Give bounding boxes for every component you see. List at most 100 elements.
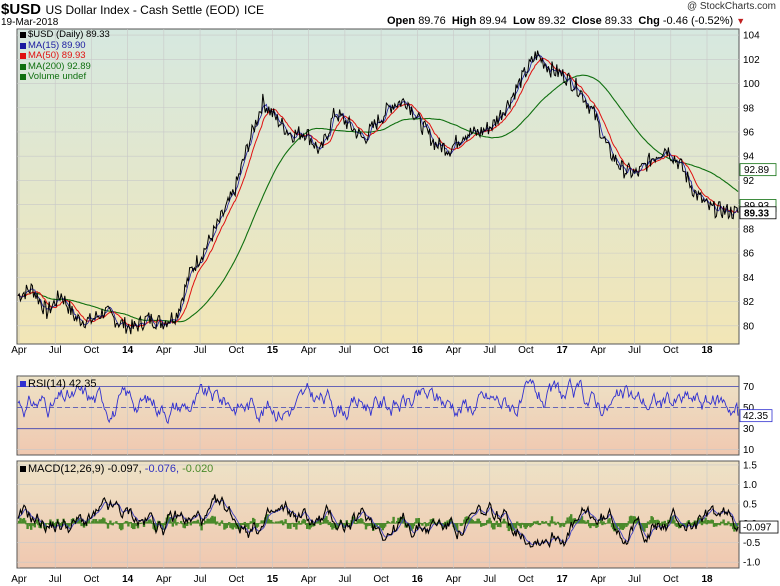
- macd-histogram-bar: [183, 523, 186, 529]
- x-tick-label: Oct: [518, 345, 534, 356]
- macd-histogram-bar: [60, 523, 63, 526]
- y-tick-label: 70: [743, 382, 755, 393]
- macd-histogram-bar: [505, 522, 508, 524]
- x-tick-label: Jul: [628, 574, 641, 585]
- close-value: 89.33: [604, 15, 633, 27]
- macd-histogram-bar: [174, 518, 177, 524]
- macd-histogram-bar: [24, 520, 27, 524]
- macd-histogram-bar: [478, 520, 482, 524]
- legend-ma50: MA(50) 89.93: [20, 50, 110, 62]
- x-tick-label: Oct: [228, 345, 244, 356]
- price-tag-label: 89.33: [744, 208, 769, 219]
- macd-histogram-bar: [121, 523, 124, 530]
- macd-histogram-bar: [450, 518, 453, 524]
- macd-histogram-bar: [80, 523, 83, 527]
- macd-histogram-bar: [163, 523, 166, 526]
- macd-histogram-bar: [418, 522, 422, 524]
- macd-histogram-bar: [566, 517, 569, 524]
- macd-histogram-bar: [150, 520, 153, 524]
- macd-histogram-bar: [180, 520, 183, 524]
- macd-histogram-bar: [128, 522, 131, 524]
- macd-histogram-bar: [171, 523, 174, 527]
- macd-histogram-bar: [626, 523, 629, 526]
- macd-histogram-bar: [315, 520, 318, 524]
- macd-histogram-bar: [664, 523, 668, 527]
- price-tag: [739, 163, 777, 177]
- macd-histogram-bar: [699, 520, 702, 524]
- macd-histogram-bar: [723, 523, 726, 526]
- macd-histogram-bar: [325, 516, 328, 524]
- open-value: 89.76: [418, 15, 446, 27]
- macd-histogram-bar: [476, 518, 479, 524]
- low-value: 89.32: [538, 15, 566, 27]
- macd-histogram-bar: [282, 523, 285, 526]
- macd-histogram-bar: [92, 518, 95, 524]
- x-tick-label: Jul: [194, 345, 207, 356]
- macd-histogram-bar: [326, 519, 329, 524]
- macd-histogram-bar: [254, 523, 257, 525]
- macd-histogram-bar: [186, 523, 189, 527]
- macd-histogram-bar: [691, 523, 694, 526]
- y-tick-label: 0.5: [743, 499, 757, 510]
- macd-histogram-bar: [494, 523, 497, 525]
- macd-histogram-bar: [372, 523, 375, 531]
- macd-histogram-bar: [488, 517, 491, 524]
- legend-swatch: [20, 63, 26, 70]
- y-tick-label: 98: [743, 103, 755, 114]
- macd-histogram-bar: [291, 522, 294, 524]
- macd-histogram-bar: [176, 522, 179, 524]
- macd-histogram-bar: [355, 523, 358, 525]
- macd-signal-line: [17, 499, 739, 546]
- x-tick-label: Jul: [483, 574, 496, 585]
- macd-histogram-bar: [645, 523, 648, 529]
- macd-histogram-bar: [249, 521, 252, 524]
- macd-histogram-bar: [19, 517, 22, 524]
- exchange: ICE: [243, 3, 264, 17]
- macd-histogram-bar: [109, 520, 112, 524]
- x-tick-label: 18: [701, 574, 713, 585]
- price-line: [17, 50, 739, 335]
- rsi-panel: [16, 375, 740, 456]
- macd-tag: [739, 520, 779, 534]
- macd-histogram-bar: [442, 523, 446, 526]
- legend-swatch: [20, 42, 26, 49]
- price-tag-label: 92.89: [744, 165, 769, 176]
- macd-histogram-bar: [79, 520, 82, 524]
- macd-histogram-bar: [602, 521, 605, 524]
- x-tick-label: Jul: [628, 345, 641, 356]
- x-tick-label: 15: [267, 574, 279, 585]
- macd-histogram-bar: [346, 523, 350, 525]
- macd-histogram-bar: [735, 523, 738, 530]
- macd-histogram-bar: [243, 521, 246, 524]
- macd-histogram-bar: [314, 521, 317, 524]
- macd-histogram-bar: [154, 523, 158, 532]
- high-value: 89.94: [479, 15, 507, 27]
- macd-histogram-bar: [516, 521, 519, 524]
- macd-histogram-bar: [26, 523, 29, 530]
- macd-histogram-bar: [432, 518, 435, 524]
- x-tick-label: 14: [122, 345, 134, 356]
- macd-histogram-bar: [129, 521, 132, 524]
- x-tick-label: 16: [412, 574, 424, 585]
- x-tick-label: Jul: [194, 574, 207, 585]
- macd-histogram-bar: [296, 523, 299, 525]
- y-tick-label: 1.5: [743, 460, 757, 471]
- x-tick-label: Jul: [483, 345, 496, 356]
- macd-histogram-bar: [544, 521, 548, 524]
- macd-histogram-bar: [520, 522, 524, 524]
- macd-histogram-bar: [700, 523, 704, 526]
- macd-histogram-bar: [309, 523, 312, 528]
- macd-histogram-bar: [289, 523, 292, 529]
- macd-histogram-bar: [33, 523, 36, 528]
- instrument-name: US Dollar Index - Cash Settle (EOD): [45, 3, 240, 17]
- x-tick-label: 15: [267, 345, 279, 356]
- macd-histogram-bar: [662, 523, 665, 525]
- macd-histogram-bar: [500, 521, 503, 524]
- y-tick-label: 96: [743, 127, 755, 138]
- macd-histogram-bar: [564, 523, 567, 525]
- macd-histogram-bar: [489, 520, 492, 524]
- macd-histogram-bar: [349, 523, 352, 527]
- macd-histogram-bar: [417, 518, 420, 524]
- macd-histogram-bar: [152, 523, 155, 529]
- x-tick-label: Apr: [591, 574, 607, 585]
